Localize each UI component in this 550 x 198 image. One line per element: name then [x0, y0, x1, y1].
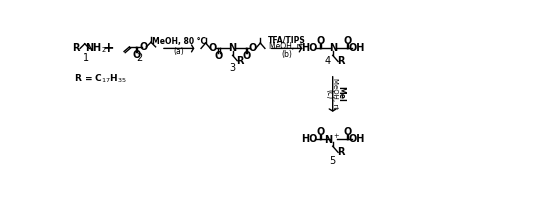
Text: O: O [249, 43, 257, 53]
Text: OH: OH [348, 43, 365, 53]
Text: O: O [343, 127, 351, 137]
Text: MeOH, rt: MeOH, rt [332, 78, 338, 109]
Text: MeOH, rt: MeOH, rt [270, 42, 304, 51]
Text: 1: 1 [83, 53, 89, 63]
Text: N: N [229, 43, 236, 53]
Text: O: O [243, 51, 251, 61]
Text: 4: 4 [325, 56, 331, 67]
Text: NH$_2$: NH$_2$ [85, 42, 107, 55]
Text: (b): (b) [281, 50, 292, 59]
Text: R: R [337, 56, 345, 67]
Text: O: O [343, 36, 351, 46]
Text: 2: 2 [136, 53, 142, 63]
Text: R: R [337, 147, 345, 157]
Text: R = C$_{17}$H$_{35}$: R = C$_{17}$H$_{35}$ [74, 73, 127, 86]
Text: 5: 5 [329, 156, 336, 166]
Text: O: O [316, 36, 324, 46]
Text: O: O [132, 50, 140, 60]
Text: (c): (c) [324, 89, 333, 99]
Text: HO: HO [301, 43, 317, 53]
Text: 3: 3 [229, 63, 235, 73]
Text: TFA/TIPS: TFA/TIPS [268, 35, 305, 44]
Text: +: + [103, 41, 114, 55]
Text: N$^+$: N$^+$ [324, 133, 341, 146]
Text: (a): (a) [173, 47, 184, 56]
Text: O: O [316, 127, 324, 137]
Text: HO: HO [301, 134, 317, 144]
Text: O: O [208, 43, 217, 53]
Text: O: O [214, 51, 223, 61]
Text: MeI: MeI [337, 86, 345, 102]
Text: MeOH, 80 °C: MeOH, 80 °C [152, 37, 206, 46]
Text: N: N [329, 43, 337, 53]
Text: O: O [139, 42, 147, 52]
Text: R: R [236, 56, 244, 66]
Text: OH: OH [348, 134, 365, 144]
Text: R: R [73, 43, 80, 53]
